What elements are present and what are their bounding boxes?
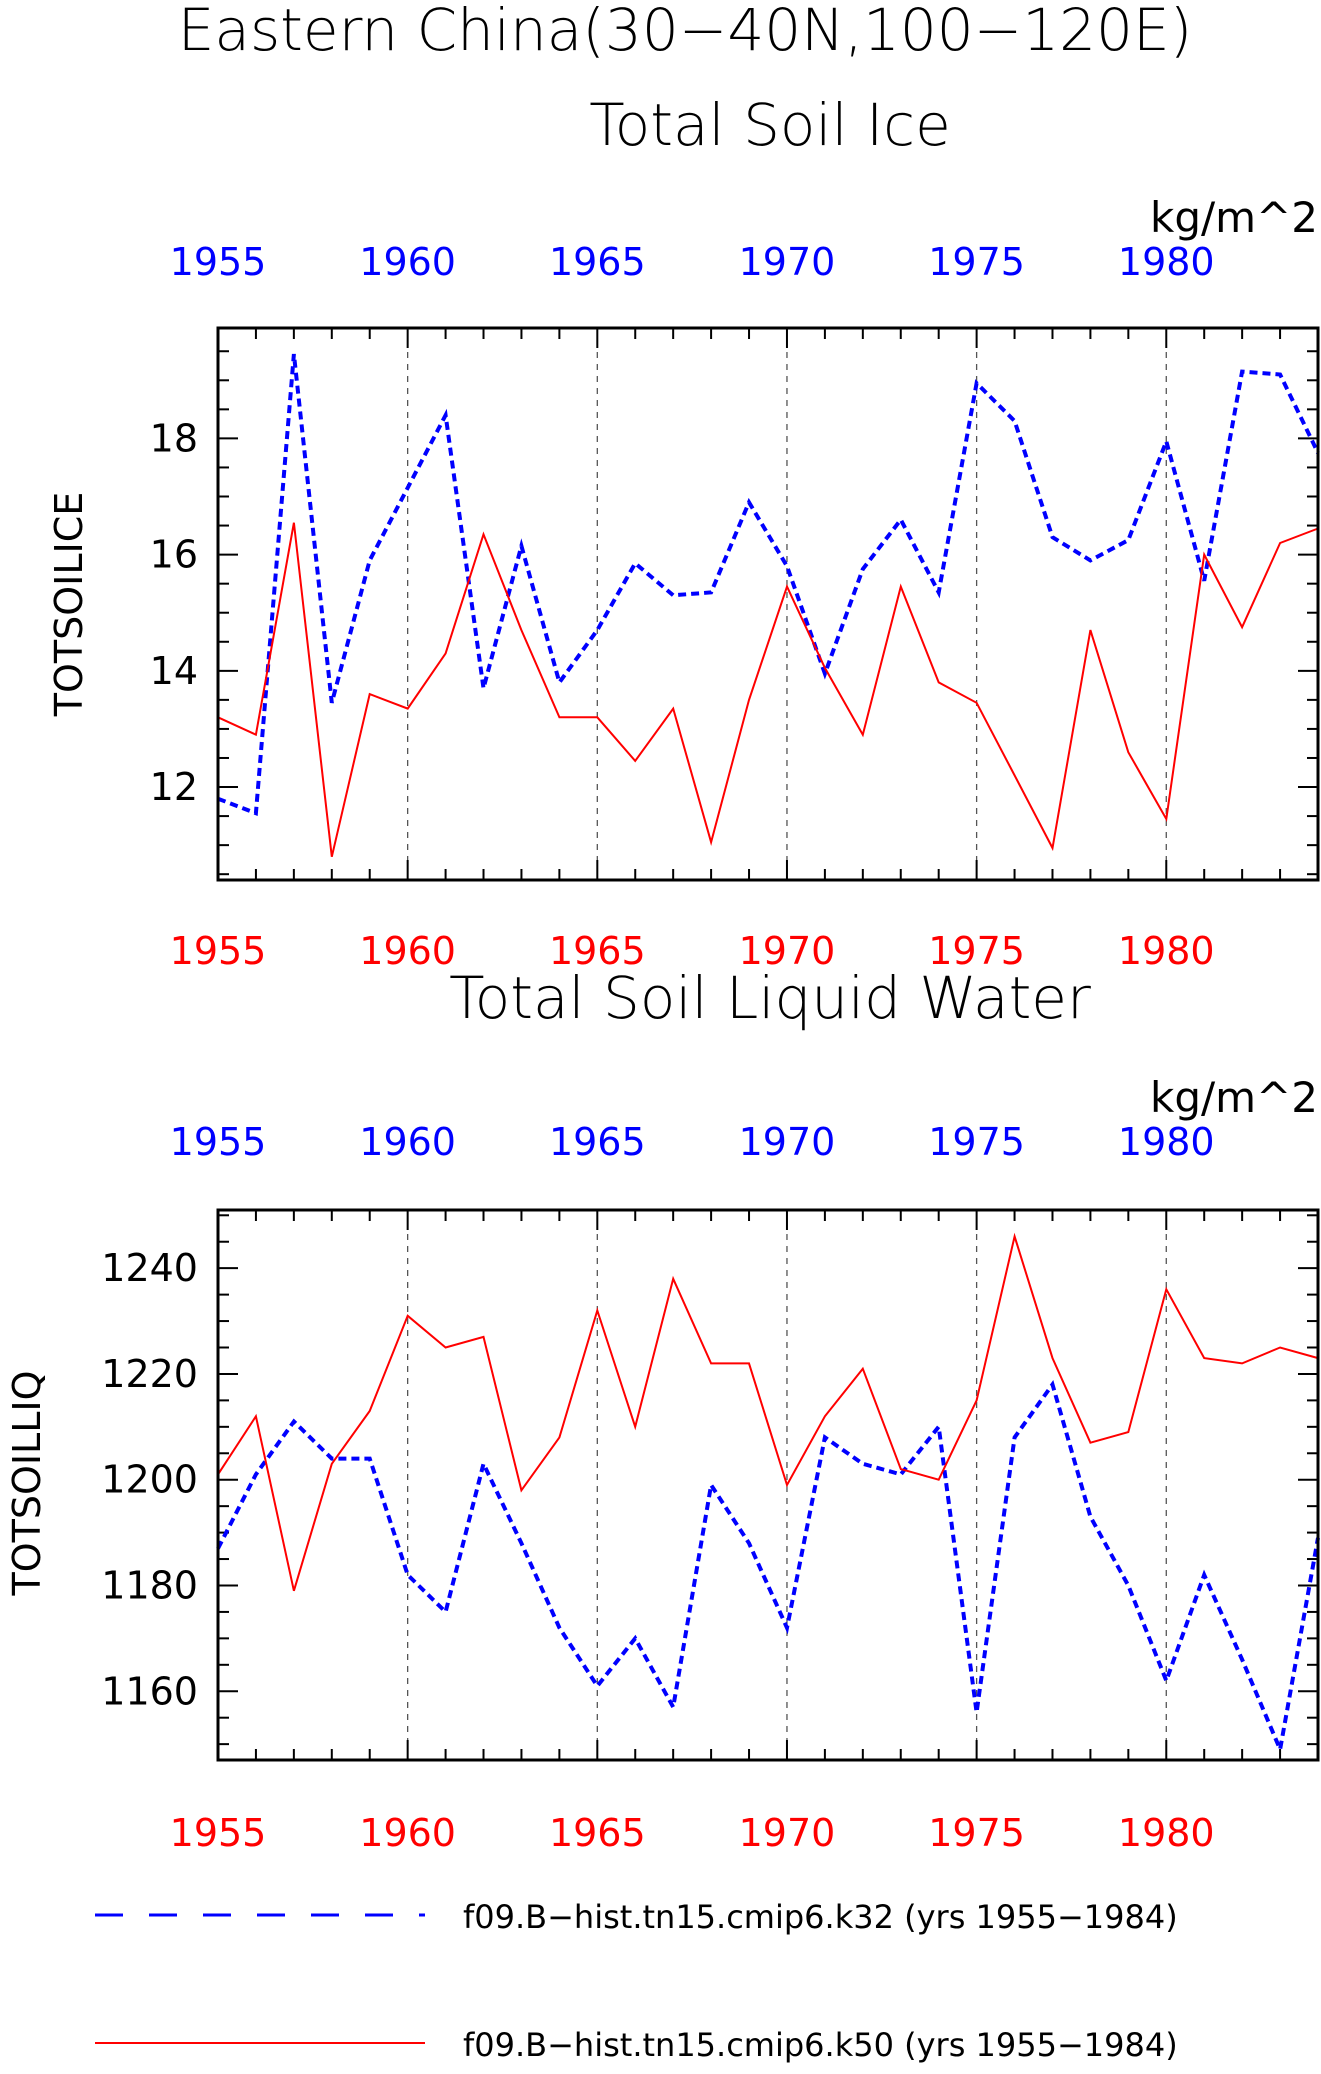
panel-title: Total Soil Ice [589,91,951,159]
x-tick-label-top: 1980 [1118,240,1215,284]
y-tick-label: 18 [150,416,198,460]
x-tick-label-top: 1960 [359,240,456,284]
x-tick-label-top: 1965 [549,1120,646,1164]
units-label: kg/m^2 [1150,193,1318,242]
y-tick-label: 14 [150,649,198,693]
x-tick-label-bottom: 1970 [739,1811,836,1855]
y-axis-label: TOTSOILICE [47,492,91,718]
x-tick-label-top: 1960 [359,1120,456,1164]
x-tick-label-top: 1955 [170,1120,267,1164]
legend-label-k50: f09.B−hist.tn15.cmip6.k50 (yrs 1955−1984… [463,2026,1178,2064]
x-tick-label-bottom: 1965 [549,1811,646,1855]
plot-frame [216,1208,1320,1762]
x-tick-label-top: 1955 [170,240,267,284]
x-tick-label-bottom: 1980 [1118,929,1215,973]
legend-label-k32: f09.B−hist.tn15.cmip6.k32 (yrs 1955−1984… [463,1898,1178,1936]
x-tick-label-bottom: 1975 [928,929,1025,973]
y-tick-label: 16 [150,533,198,577]
y-axis-label: TOTSOILLIQ [5,1370,49,1596]
panel-total-soil-liquid-water: Total Soil Liquid Water kg/m^2 TOTSOILLI… [5,964,1320,1855]
x-tick-label-top: 1970 [739,1120,836,1164]
series-line-k32 [217,353,1320,817]
y-tick-label: 1180 [101,1563,198,1607]
y-tick-label: 1160 [101,1669,198,1713]
figure-title: Eastern China(30−40N,100−120E) [178,0,1192,64]
x-tick-label-bottom: 1955 [170,1811,267,1855]
x-tick-label-top: 1975 [928,1120,1025,1164]
y-tick-label: 1200 [101,1458,198,1502]
plot-frame [216,326,1320,882]
x-tick-label-bottom: 1970 [739,929,836,973]
x-tick-label-top: 1980 [1118,1120,1215,1164]
units-label: kg/m^2 [1150,1073,1318,1122]
panel-total-soil-ice: Total Soil Ice kg/m^2 TOTSOILICE 1955 195… [47,91,1320,973]
x-tick-label-bottom: 1980 [1118,1811,1215,1855]
x-tick-label-bottom: 1965 [549,929,646,973]
y-tick-label: 1240 [101,1246,198,1290]
series-line-k32 [216,1379,1320,1757]
x-tick-label-bottom: 1960 [359,929,456,973]
x-tick-label-top: 1975 [928,240,1025,284]
x-tick-label-bottom: 1960 [359,1811,456,1855]
x-tick-label-top: 1965 [549,240,646,284]
legend: f09.B−hist.tn15.cmip6.k32 (yrs 1955−1984… [95,1898,1178,2064]
series-line-k50 [217,1232,1319,1592]
x-tick-label-top: 1970 [739,240,836,284]
x-tick-label-bottom: 1975 [928,1811,1025,1855]
x-tick-label-bottom: 1955 [170,929,267,973]
series-line-k50 [217,522,1319,858]
panel-title: Total Soil Liquid Water [449,964,1091,1032]
y-tick-label: 1220 [101,1352,198,1396]
y-tick-label: 12 [150,765,198,809]
